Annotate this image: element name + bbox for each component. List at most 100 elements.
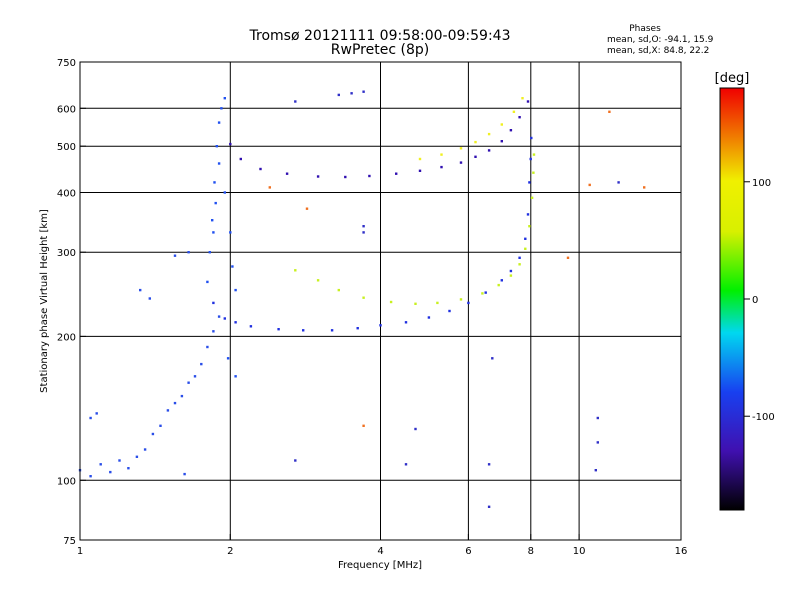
data-point	[427, 316, 431, 319]
data-point	[226, 357, 230, 360]
y-tick-label-2: 200	[57, 332, 76, 343]
grid	[80, 62, 681, 540]
data-point	[389, 300, 393, 304]
colorbar	[719, 87, 745, 511]
series-4	[78, 251, 221, 478]
data-point	[223, 97, 226, 100]
series-7	[268, 110, 646, 427]
data-point	[277, 328, 280, 331]
data-point	[512, 110, 516, 113]
data-point	[362, 424, 365, 427]
stats-o-mode: mean, sd,O: -94.1, 15.9	[607, 35, 714, 45]
data-point	[484, 291, 487, 294]
data-point	[436, 301, 439, 305]
data-point	[337, 288, 340, 292]
series-2	[229, 100, 530, 179]
data-point	[187, 251, 190, 254]
data-point	[532, 153, 536, 156]
data-point	[497, 283, 500, 287]
data-point	[234, 375, 237, 378]
data-point	[487, 149, 491, 152]
x-axis: 1 2 4 6 8 10 16	[77, 534, 687, 557]
data-point	[608, 110, 611, 113]
data-point	[440, 165, 443, 169]
data-point	[500, 279, 503, 282]
chart-title: Tromsø 20121111 09:58:00-09:59:43	[249, 28, 511, 44]
data-point	[487, 463, 491, 466]
data-point	[249, 325, 253, 328]
data-point	[220, 107, 223, 110]
data-point	[362, 90, 365, 93]
x-tick-label-2: 4	[377, 546, 383, 557]
data-point	[89, 475, 92, 478]
data-point	[500, 123, 503, 126]
data-point	[268, 186, 271, 189]
data-point	[356, 327, 359, 330]
data-point	[337, 93, 340, 97]
data-point	[474, 140, 477, 144]
data-point	[491, 357, 494, 360]
data-point	[418, 157, 422, 161]
y-axis-label: Stationary phase Virtual Height [km]	[39, 209, 50, 393]
y-axis: 75 100 200 300 400 500 600 750	[57, 58, 86, 547]
data-point	[344, 175, 347, 179]
data-point	[109, 470, 112, 474]
data-point	[509, 274, 513, 277]
data-point	[173, 401, 177, 405]
y-tick-label-5: 500	[57, 142, 76, 153]
data-point	[404, 463, 408, 466]
data-point	[414, 427, 417, 431]
data-point	[459, 298, 463, 301]
data-point	[379, 324, 382, 327]
data-point	[481, 292, 484, 295]
data-point	[518, 116, 521, 119]
data-point	[305, 207, 309, 210]
data-point	[215, 145, 218, 148]
y-tick-label-6: 600	[57, 104, 76, 115]
y-tick-label-4: 400	[57, 188, 76, 199]
colorbar-ticks: 100 0 -100	[744, 178, 775, 423]
data-point	[239, 157, 242, 161]
data-point	[211, 219, 214, 222]
colorbar-tick-label-0: 100	[752, 178, 771, 189]
data-point	[362, 225, 365, 228]
data-point	[594, 469, 597, 472]
data-point	[487, 132, 491, 136]
series-0	[212, 136, 533, 332]
data-point	[362, 231, 365, 234]
y-tick-label-7: 750	[57, 58, 76, 69]
x-tick-label-3: 6	[465, 546, 471, 557]
data-point	[99, 463, 102, 466]
data-point	[395, 172, 398, 175]
data-point	[368, 174, 371, 178]
data-point	[414, 302, 417, 305]
x-axis-label: Frequency [MHz]	[338, 560, 422, 571]
data-point	[566, 256, 570, 259]
data-point	[294, 269, 297, 272]
data-point	[212, 330, 215, 333]
data-point	[217, 121, 221, 124]
data-point	[532, 171, 535, 174]
data-point	[135, 455, 139, 458]
data-point	[596, 416, 599, 420]
data-point	[127, 467, 130, 470]
data-point	[95, 412, 98, 415]
data-point	[148, 297, 151, 300]
data-point	[362, 296, 365, 299]
data-point	[302, 329, 305, 332]
data-point	[474, 155, 477, 158]
data-point	[217, 315, 221, 318]
data-point	[89, 416, 92, 420]
x-tick-label-4: 8	[528, 546, 534, 557]
colorbar-tick-label-2: -100	[752, 412, 775, 423]
data-point	[234, 288, 237, 292]
stats-x-mode: mean, sd,X: 84.8, 22.2	[607, 46, 709, 56]
data-point	[588, 183, 591, 187]
data-point	[118, 459, 121, 462]
data-point	[234, 321, 237, 324]
data-point	[200, 362, 203, 366]
data-point	[404, 321, 408, 324]
data-point	[448, 309, 451, 313]
data-point	[213, 181, 216, 184]
